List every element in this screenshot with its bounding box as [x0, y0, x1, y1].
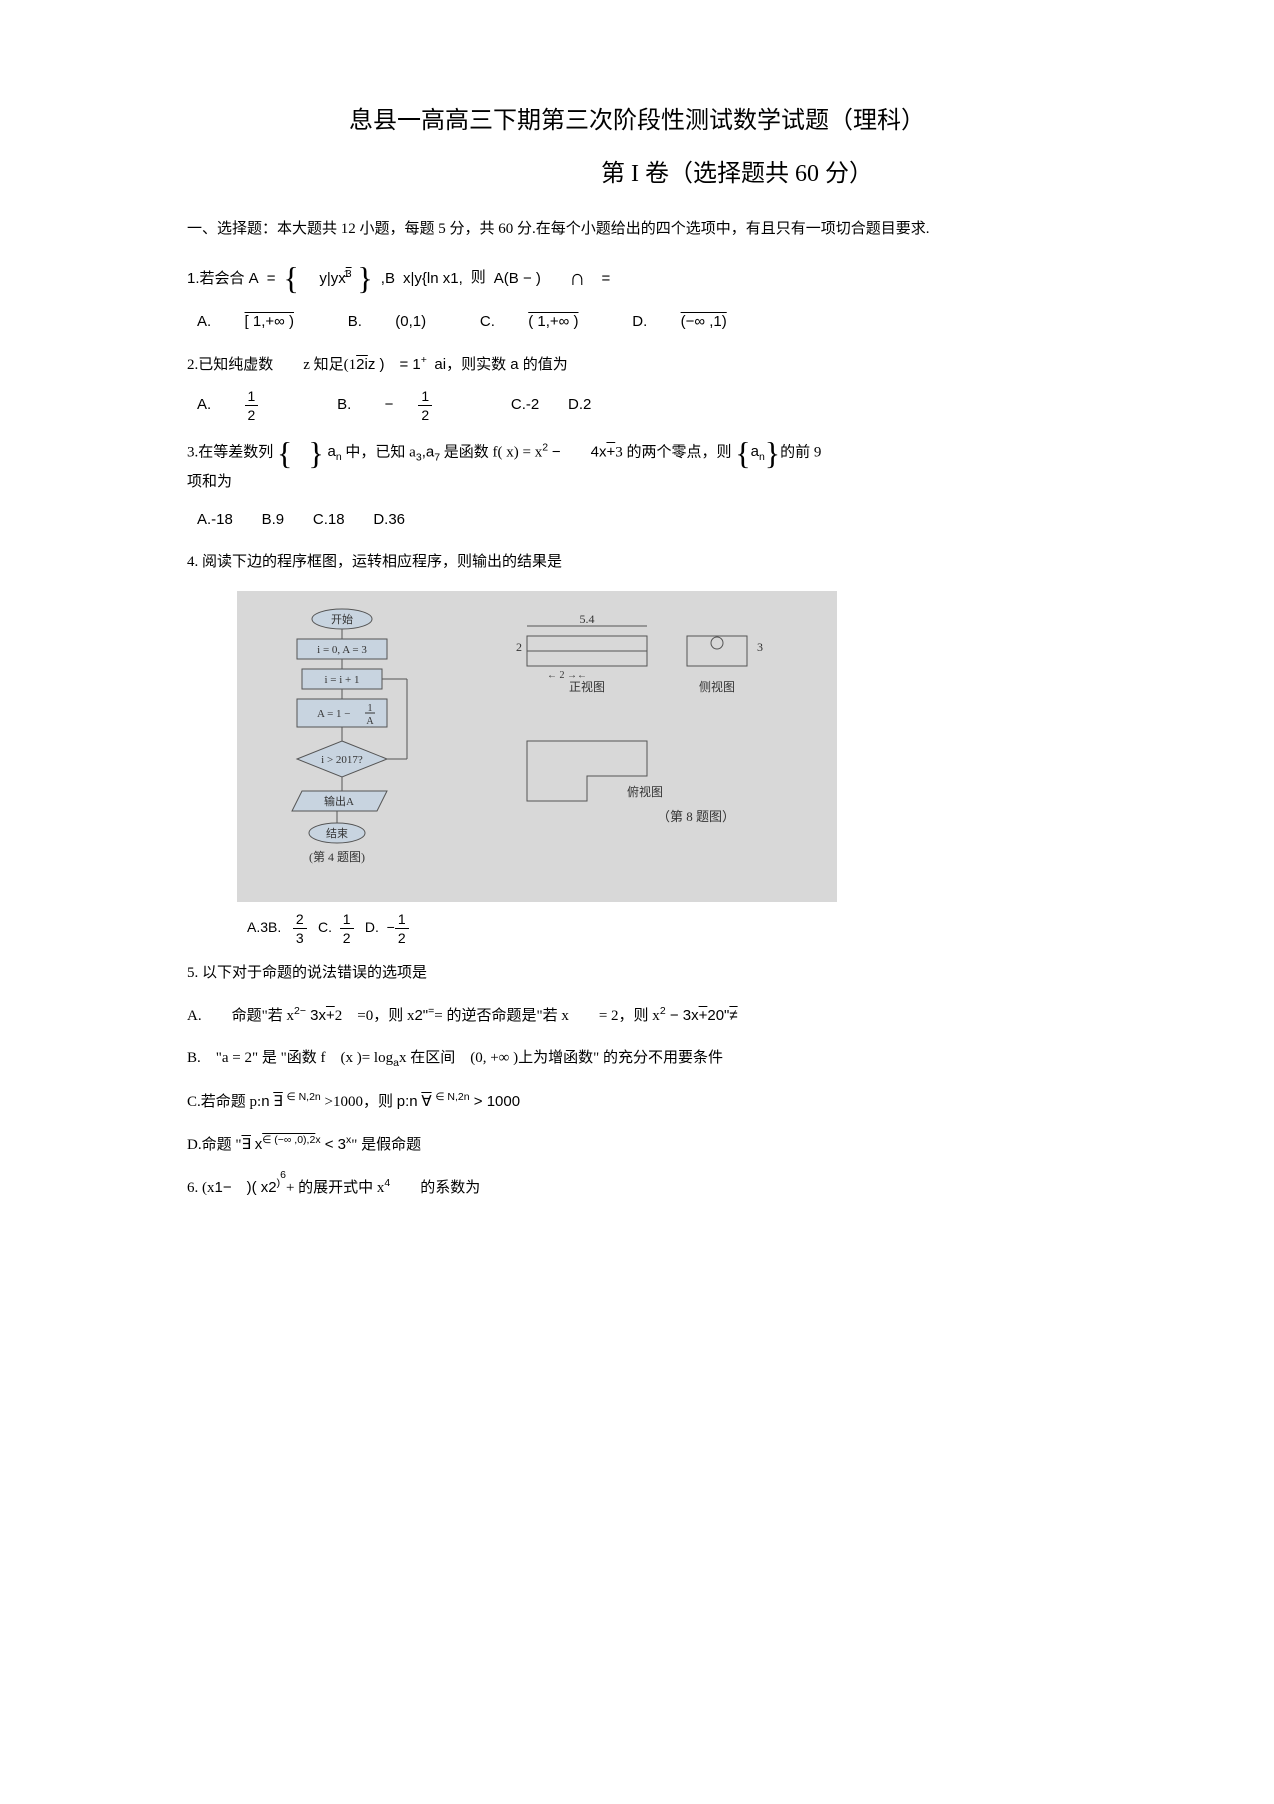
svg-text:结束: 结束: [326, 827, 348, 840]
svg-text:2: 2: [516, 640, 522, 654]
q1-options: A. [ 1,+∞ ) B. (0,1) C. ( 1,+∞ ) D. (−∞ …: [197, 308, 1087, 336]
svg-text:1: 1: [368, 703, 373, 714]
question-4: 4. 阅读下边的程序框图，运转相应程序，则输出的结果是: [187, 549, 1087, 576]
svg-text:俯视图: 俯视图: [627, 784, 663, 799]
question-5: 5. 以下对于命题的说法错误的选项是 A. 命题"若 x2− 3x+2 =0，则…: [187, 960, 1087, 1159]
section-header: 一、选择题：本大题共 12 小题，每题 5 分，共 60 分.在每个小题给出的四…: [187, 216, 1087, 243]
page-title-sub: 第 I 卷（选择题共 60 分）: [387, 153, 1087, 196]
svg-text:（第 8 题图）: （第 8 题图）: [657, 809, 735, 824]
svg-text:i = 0, A = 3: i = 0, A = 3: [317, 644, 367, 656]
flowchart-and-views: 开始 i = 0, A = 3 i = i + 1 A = 1 − 1 A i …: [247, 601, 827, 881]
q4-options: A.3B. 23 C. 12 D. −12: [247, 912, 1087, 945]
question-2: 2.已知纯虚数 z 知足(12iz ) = 1+ ai，则实数 a 的值为 A.…: [187, 351, 1087, 422]
svg-text:A = 1 −: A = 1 −: [317, 708, 351, 720]
question-6: 6. (x1− )( x2)6+ 的展开式中 x4 的系数为: [187, 1174, 1087, 1202]
svg-text:3: 3: [757, 640, 763, 654]
svg-text:5.4: 5.4: [580, 612, 595, 626]
question-1: 1.若会合 A = { y|yx31 } ,B x|y{ln x1, 则 A(B…: [187, 258, 1087, 336]
svg-text:正视图: 正视图: [569, 679, 605, 694]
svg-text:输出A: 输出A: [324, 794, 354, 808]
q2-options: A. 12 B. −12 C.-2 D.2: [197, 389, 1087, 422]
svg-text:← 2 →←: ← 2 →←: [547, 670, 587, 681]
question-3: 3.在等差数列 { } an 中，已知 a3,a7 是函数 f( x) = x2…: [187, 437, 1087, 534]
svg-text:A: A: [366, 716, 374, 727]
page-title-main: 息县一高高三下期第三次阶段性测试数学试题（理科）: [187, 100, 1087, 143]
svg-text:侧视图: 侧视图: [699, 679, 735, 694]
q3-options: A.-18 B.9 C.18 D.36: [197, 506, 1087, 534]
svg-text:i = i + 1: i = i + 1: [324, 674, 359, 686]
q1-stem: 1.若会合 A: [187, 265, 259, 292]
figure-container: 开始 i = 0, A = 3 i = i + 1 A = 1 − 1 A i …: [237, 591, 837, 902]
svg-text:(第 4 题图): (第 4 题图): [309, 850, 365, 864]
svg-text:开始: 开始: [331, 612, 353, 626]
svg-text:i > 2017?: i > 2017?: [321, 754, 363, 766]
